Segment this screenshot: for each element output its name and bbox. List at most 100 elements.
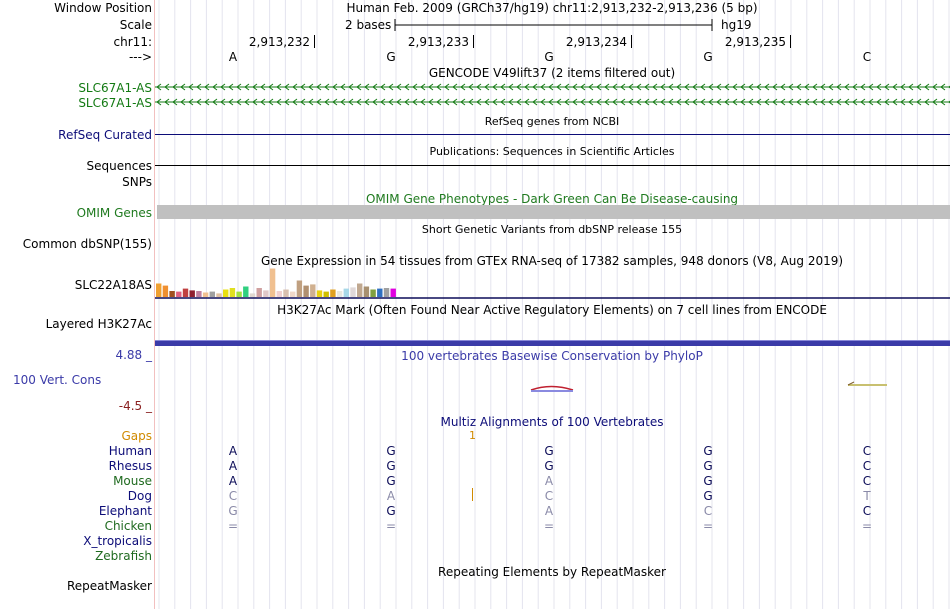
strand-chevron bbox=[796, 83, 802, 91]
species-label-chicken[interactable]: Chicken bbox=[104, 519, 152, 533]
repeat-label[interactable]: RepeatMasker bbox=[66, 579, 152, 593]
gaps-label[interactable]: Gaps bbox=[121, 429, 152, 443]
strand-chevron bbox=[668, 83, 674, 91]
strand-chevron bbox=[156, 98, 162, 106]
strand-chevron bbox=[436, 98, 442, 106]
strand-chevron bbox=[372, 83, 378, 91]
strand-chevron bbox=[692, 83, 698, 91]
strand-chevron bbox=[844, 83, 850, 91]
omim-feature[interactable] bbox=[157, 205, 950, 219]
strand-chevron bbox=[524, 83, 530, 91]
strand-chevron bbox=[532, 98, 538, 106]
gtex-tissue-bar bbox=[276, 291, 282, 297]
strand-chevron bbox=[308, 83, 314, 91]
strand-chevron bbox=[428, 83, 434, 91]
gtex-tissue-bar bbox=[350, 287, 356, 297]
strand-chevron bbox=[212, 83, 218, 91]
gtex-tissue-bar bbox=[249, 293, 256, 297]
h3k27ac-label[interactable]: Layered H3K27Ac bbox=[45, 317, 152, 331]
refseq-label[interactable]: RefSeq Curated bbox=[58, 128, 152, 142]
species-label-human[interactable]: Human bbox=[108, 444, 152, 458]
strand-chevron bbox=[340, 98, 346, 106]
gtex-tissue-bar bbox=[283, 289, 289, 297]
strand-chevron bbox=[276, 98, 282, 106]
cons-label[interactable]: 100 Vert. Cons bbox=[13, 373, 102, 387]
gtex-tissue-bar bbox=[323, 291, 329, 297]
gtex-tissue-bar bbox=[229, 288, 236, 297]
strand-chevron bbox=[700, 83, 706, 91]
gtex-tissue-bar bbox=[162, 285, 169, 297]
omim-label[interactable]: OMIM Genes bbox=[76, 206, 152, 220]
strand-chevron bbox=[524, 98, 530, 106]
cons-signal-2[interactable] bbox=[845, 380, 890, 390]
strand-label: ---> bbox=[128, 50, 152, 64]
strand-chevron bbox=[940, 83, 946, 91]
gtex-tissue-bar bbox=[343, 288, 349, 297]
gtex-tissue-bar bbox=[169, 291, 175, 297]
sequences-label[interactable]: Sequences bbox=[86, 159, 152, 173]
gencode-feature-1[interactable] bbox=[155, 82, 950, 92]
strand-chevron bbox=[452, 83, 458, 91]
strand-chevron bbox=[780, 98, 786, 106]
strand-chevron bbox=[380, 98, 386, 106]
gtex-tissue-bar bbox=[303, 285, 309, 297]
gtex-tissue-bar bbox=[236, 291, 242, 297]
gencode-item-2[interactable]: SLC67A1-AS bbox=[78, 96, 152, 110]
strand-chevron bbox=[316, 98, 322, 106]
strand-chevron bbox=[916, 83, 922, 91]
species-label-x_tropicalis[interactable]: X_tropicalis bbox=[83, 534, 152, 548]
strand-chevron bbox=[484, 98, 490, 106]
refseq-feature[interactable] bbox=[155, 134, 950, 135]
dbsnp-label[interactable]: Common dbSNP(155) bbox=[22, 237, 152, 251]
species-label-rhesus[interactable]: Rhesus bbox=[108, 459, 152, 473]
strand-chevron bbox=[532, 83, 538, 91]
base-letter: G bbox=[544, 50, 554, 64]
strand-chevron bbox=[508, 98, 514, 106]
strand-chevron bbox=[892, 83, 898, 91]
strand-chevron bbox=[300, 83, 306, 91]
h3k27ac-signal[interactable] bbox=[155, 340, 950, 346]
strand-chevron bbox=[868, 98, 874, 106]
strand-chevron bbox=[588, 98, 594, 106]
strand-chevron bbox=[292, 98, 298, 106]
species-label-dog[interactable]: Dog bbox=[127, 489, 152, 503]
snps-label[interactable]: SNPs bbox=[122, 175, 152, 189]
gaps-value: 1 bbox=[469, 429, 476, 442]
gtex-track-title: Gene Expression in 54 tissues from GTEx … bbox=[260, 254, 844, 268]
strand-chevron bbox=[164, 98, 170, 106]
gtex-tissue-bar bbox=[269, 268, 276, 297]
strand-chevron bbox=[708, 98, 714, 106]
species-label-mouse[interactable]: Mouse bbox=[113, 474, 152, 488]
strand-chevron bbox=[580, 83, 586, 91]
alignment-base: C bbox=[862, 504, 872, 518]
alignment-base: = bbox=[702, 519, 714, 533]
gtex-bar-chart[interactable] bbox=[155, 266, 950, 300]
strand-chevron bbox=[564, 83, 570, 91]
sequences-feature[interactable] bbox=[155, 165, 950, 166]
gtex-label[interactable]: SLC22A18AS bbox=[74, 278, 152, 292]
strand-chevron bbox=[556, 83, 562, 91]
cons-signal-1[interactable] bbox=[527, 384, 577, 396]
strand-chevron bbox=[332, 98, 338, 106]
window-position-label: Window Position bbox=[54, 1, 152, 15]
position-label: 2,913,235 bbox=[724, 35, 786, 49]
strand-chevron bbox=[732, 98, 738, 106]
strand-chevron bbox=[364, 83, 370, 91]
gencode-item-1[interactable]: SLC67A1-AS bbox=[78, 81, 152, 95]
strand-chevron bbox=[252, 83, 258, 91]
species-label-elephant[interactable]: Elephant bbox=[98, 504, 152, 518]
label-separator bbox=[154, 0, 155, 609]
strand-chevron bbox=[420, 83, 426, 91]
strand-chevron bbox=[604, 83, 610, 91]
gtex-tissue-bar bbox=[263, 290, 269, 297]
strand-chevron bbox=[164, 83, 170, 91]
species-label-zebrafish[interactable]: Zebrafish bbox=[95, 549, 152, 563]
chrom-label: chr11: bbox=[113, 35, 152, 49]
strand-chevron bbox=[828, 83, 834, 91]
strand-chevron bbox=[612, 83, 618, 91]
strand-chevron bbox=[284, 83, 290, 91]
strand-chevron bbox=[828, 98, 834, 106]
gencode-feature-2[interactable] bbox=[155, 97, 950, 107]
strand-chevron bbox=[404, 83, 410, 91]
strand-chevron bbox=[452, 98, 458, 106]
